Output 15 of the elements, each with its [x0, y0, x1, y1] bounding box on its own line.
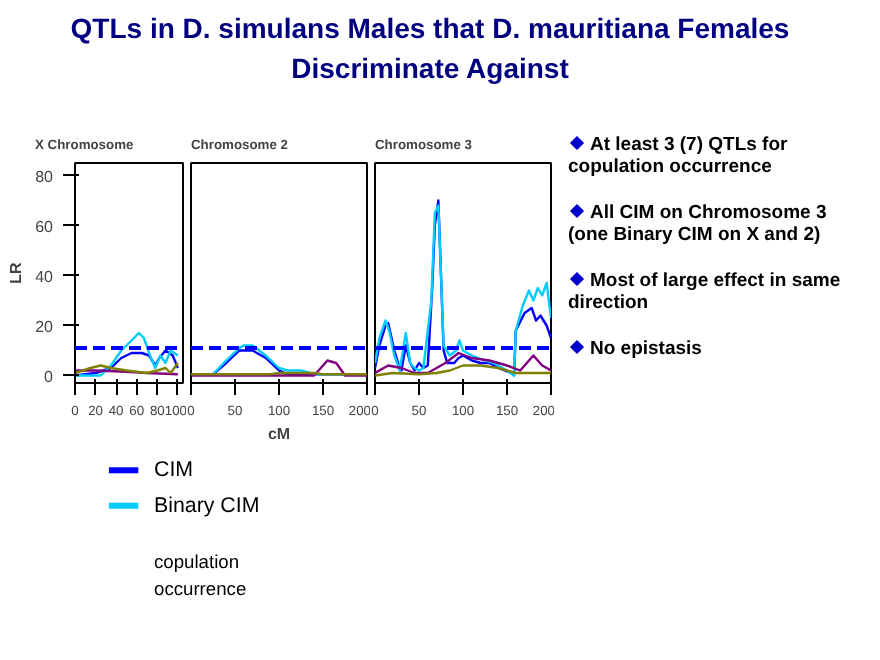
y-tick-label: 60 [35, 217, 55, 236]
legend-label: Binary CIM [154, 493, 260, 518]
text: Most of large effect in same direction [568, 270, 843, 314]
y-tick-label: 20 [35, 317, 55, 336]
x-axis-title: cM [267, 425, 291, 443]
text: copulation occurrence [154, 552, 247, 600]
text: At least 3 (7) QTLs for copulation occurrence [568, 134, 790, 178]
text: No epistasis [588, 338, 704, 360]
y-tick-label: 0 [44, 367, 55, 386]
y-tick-label: 80 [35, 167, 55, 186]
legend-label: CIM [154, 458, 194, 483]
y-tick-label: 40 [35, 267, 55, 286]
text: QTLs in D. simulans Males that D. mauritiana Females Discriminate Against [68, 10, 792, 88]
text: All CIM on Chromosome 3 (one Binary CIM on X and 2) [568, 202, 829, 246]
y-axis-title: LR [7, 261, 26, 284]
